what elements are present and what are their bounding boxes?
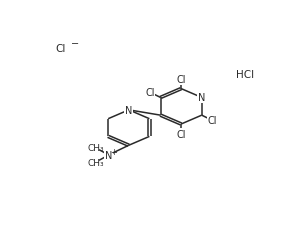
Text: CH₃: CH₃ bbox=[87, 144, 104, 153]
Text: N: N bbox=[198, 93, 205, 103]
Text: N: N bbox=[105, 150, 112, 160]
Text: N: N bbox=[125, 105, 133, 115]
Text: Cl: Cl bbox=[145, 88, 154, 98]
Text: N: N bbox=[125, 105, 133, 115]
Text: Cl: Cl bbox=[55, 44, 65, 54]
Text: CH₃: CH₃ bbox=[87, 158, 104, 167]
Text: Cl: Cl bbox=[177, 74, 186, 85]
Text: HCl: HCl bbox=[236, 70, 254, 80]
Text: Cl: Cl bbox=[208, 116, 217, 126]
Text: −: − bbox=[71, 39, 79, 49]
Text: Cl: Cl bbox=[177, 129, 186, 139]
Text: +: + bbox=[111, 147, 118, 156]
